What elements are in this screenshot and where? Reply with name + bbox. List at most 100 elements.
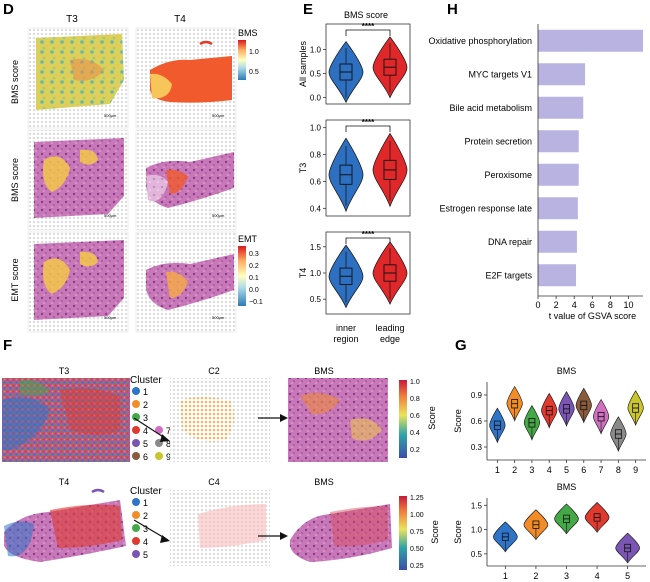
f-row2-cluster-label-4: 4	[143, 537, 148, 547]
g-top-xlabel-3: 3	[529, 465, 534, 475]
h-category-label-7: DNA repair	[488, 237, 532, 247]
g-bottom-ylabel: Score	[453, 520, 463, 544]
f-row1-c2-highlight	[180, 397, 235, 442]
f-row2-title-c4: C4	[208, 477, 220, 487]
f-row2-t4-region-red	[50, 504, 122, 548]
d-tissue-t4-he	[146, 152, 234, 208]
g-bottom-tick-label-1: 1.5	[471, 501, 483, 510]
g-top-tick-label-3: 0.3	[471, 443, 483, 452]
f-row1-colorbar	[399, 380, 407, 458]
f-row1-cluster-label-6: 6	[143, 452, 148, 462]
h-bar-1	[538, 29, 643, 52]
h-category-label-6: Estrogen response late	[439, 203, 532, 213]
e-subplot-1-ylabel: All samples	[298, 40, 308, 87]
h-category-label-8: E2F targets	[485, 270, 532, 280]
f-row1-arrow-2-head	[280, 414, 288, 422]
d-row-label-3: EMT score	[10, 258, 20, 301]
g-bottom-xlabel-4: 4	[595, 571, 600, 581]
e-subplot-1-tick-label-3: 0.0	[310, 94, 322, 103]
d-colorbar-bms-title: BMS	[238, 28, 258, 38]
h-bar-8	[538, 264, 577, 287]
e-subplot-3-sig-bracket	[345, 237, 391, 244]
f-row1-cluster-label-7: 7	[166, 426, 171, 436]
e-title: BMS score	[344, 10, 388, 20]
e-subplot-1-tick-label-1: 1.0	[310, 46, 322, 55]
f-row2-cluster-label-3: 3	[143, 524, 148, 534]
g-top-xlabel-8: 8	[616, 465, 621, 475]
d-scale-text-4: 500μm	[212, 213, 225, 218]
e-subplot-3-ylabel: T4	[298, 268, 308, 279]
h-xtick-label-5: 8	[608, 300, 613, 310]
f-row1-cluster-dot-4	[132, 426, 140, 434]
f-row1-score-label: Score	[427, 406, 437, 430]
h-xtick-label-4: 6	[590, 300, 595, 310]
e-subplot-2-sig-stars: ****	[362, 118, 375, 127]
d-colorbar-emt	[238, 246, 246, 306]
f-row2-c4-highlight	[198, 504, 266, 548]
d-row-label-2: BMS score	[10, 158, 20, 202]
d-scale-text-3: 500μm	[104, 213, 117, 218]
g-top-xlabel-5: 5	[564, 465, 569, 475]
h-category-label-4: Protein secretion	[464, 136, 532, 146]
e-subplot-1-sig-bracket	[345, 29, 391, 36]
f-row1-title-c2: C2	[208, 366, 220, 376]
g-top-ylabel: Score	[453, 409, 463, 433]
f-row2-cbar-tick-5: 0.25	[410, 563, 424, 570]
d-tissue-t3-leading-edge-2	[80, 149, 98, 165]
f-row2-cbar-tick-4: 0.50	[410, 546, 424, 553]
e-subplot-1-sig-stars: ****	[362, 22, 375, 31]
d-tissue-t4-emt	[146, 254, 234, 310]
d-col-title-t4: T4	[174, 14, 186, 25]
f-row1-cluster-label-9: 9	[166, 452, 171, 462]
e-subplot-3-tick-label-2: 1.0	[310, 269, 322, 278]
g-top-xlabel-6: 6	[581, 465, 586, 475]
d-colorbar-emt-tick-2: 0.2	[249, 263, 259, 270]
f-row1-cbar-tick-4: 0.4	[410, 430, 420, 437]
d-colorbar-bms-tick-2: 0.5	[249, 69, 259, 76]
e-subplot-2-tick-label-2: 0.8	[310, 151, 322, 160]
d-colorbar-bms	[238, 40, 246, 80]
f-row2-title-t4: T4	[59, 477, 70, 487]
f-row1-cluster-dot-2	[132, 400, 140, 408]
f-row2-cluster-dot-3	[132, 524, 140, 532]
h-bar-6	[538, 197, 578, 220]
d-colorbar-emt-tick-5: −0.1	[249, 299, 263, 306]
h-category-label-2: MYC targets V1	[468, 69, 532, 79]
d-scale-text-6: 500μm	[212, 315, 225, 320]
d-tissue-t4-leading-edge	[166, 169, 188, 194]
f-row1-cbar-tick-5: 0.2	[410, 447, 420, 454]
f-row1-bms-hotspot-1	[300, 392, 340, 415]
f-row2-score-label: Score	[430, 520, 440, 544]
g-top-title: BMS	[557, 366, 577, 376]
e-subplot-3-tick-label-1: 1.5	[310, 243, 322, 252]
d-scale-text-1: 500μm	[104, 113, 117, 118]
f-row2-cbar-tick-3: 0.75	[410, 529, 424, 536]
e-subplot-2-frame	[325, 119, 411, 217]
f-row1-cluster-dot-9	[155, 452, 163, 460]
f-row2-title-bms: BMS	[314, 477, 334, 487]
g-bottom-xlabel-5: 5	[625, 571, 630, 581]
g-bottom-tick-label-2: 1.0	[471, 526, 483, 535]
e-subplot-2-tick-label-1: 1.0	[310, 124, 322, 133]
h-xlabel: t value of GSVA score	[549, 311, 636, 321]
panel-letter-h: H	[447, 1, 458, 18]
h-bar-2	[538, 63, 586, 86]
g-top-xlabel-7: 7	[599, 465, 604, 475]
h-xtick-label-6: 10	[624, 300, 634, 310]
f-row1-cbar-tick-1: 1.0	[410, 379, 420, 386]
h-bar-4	[538, 130, 579, 153]
h-xtick-label-1: 0	[535, 300, 540, 310]
f-row1-cluster-title: Cluster	[130, 375, 162, 386]
g-top-tick-label-1: 0.9	[471, 391, 483, 400]
d-tissue-t4-loose-tissue	[146, 174, 168, 202]
e-subplot-3-sig-stars: ****	[362, 230, 375, 239]
g-bottom-xlabel-2: 2	[533, 571, 538, 581]
d-scale-text-5: 500μm	[104, 315, 117, 320]
d-tissue-t4-low-region	[150, 73, 172, 99]
panel-letter-f: F	[3, 337, 12, 354]
f-row1-cluster-label-4: 4	[143, 426, 148, 436]
f-row2-cluster-title: Cluster	[130, 486, 162, 497]
h-xtick-label-3: 4	[572, 300, 577, 310]
e-subplot-1-frame	[325, 23, 411, 105]
